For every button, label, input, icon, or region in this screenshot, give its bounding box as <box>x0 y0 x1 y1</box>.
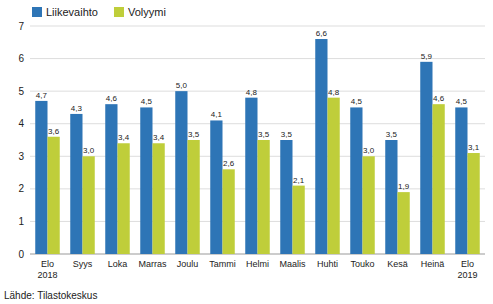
data-label: 2,1 <box>293 176 305 185</box>
bar <box>175 91 187 254</box>
grid <box>30 26 485 254</box>
bar <box>350 107 362 254</box>
data-label: 4,6 <box>106 94 118 103</box>
data-label: 3,5 <box>386 130 398 139</box>
data-label: 4,5 <box>141 97 153 106</box>
bar <box>35 101 47 254</box>
x-tick-label: Marras <box>138 259 167 269</box>
x-tick-label: Elo2019 <box>457 259 477 280</box>
x-tick-label: Tammi <box>209 259 236 269</box>
y-tick-label: 2 <box>18 183 24 194</box>
bar <box>153 143 165 254</box>
bar <box>328 98 340 254</box>
y-tick-label: 1 <box>18 216 24 227</box>
bar <box>83 156 95 254</box>
legend-swatch <box>114 7 124 17</box>
data-label: 4,8 <box>328 88 340 97</box>
data-label: 4,8 <box>246 88 258 97</box>
grid-line <box>30 58 485 59</box>
bar <box>315 39 327 254</box>
grid-line <box>30 26 485 27</box>
data-label: 4,6 <box>433 94 445 103</box>
x-ticks: Elo2018 Syys Loka Marras Joulu Tammi Helmi Maal… <box>37 259 477 280</box>
data-label: 5,0 <box>176 81 188 90</box>
data-label: 3,1 <box>468 143 480 152</box>
bar <box>188 140 200 254</box>
y-tick-label: 6 <box>18 53 24 64</box>
bar <box>468 153 480 254</box>
source-text: Lähde: Tilastokeskus <box>4 290 97 301</box>
bar <box>245 98 257 254</box>
data-label: 3,0 <box>363 146 375 155</box>
x-tick-label: Kesä <box>387 259 408 269</box>
data-label: 4,1 <box>211 110 223 119</box>
data-label: 4,5 <box>456 97 468 106</box>
data-labels: 4,7 4,3 4,6 4,5 5,0 4,1 4,8 3,5 6,6 4,5 3,5 5,9 4,5 3… <box>36 29 480 191</box>
bar <box>280 140 292 254</box>
bar <box>398 192 410 254</box>
data-label: 3,6 <box>48 127 60 136</box>
bar <box>140 107 152 254</box>
bar <box>385 140 397 254</box>
bar <box>258 140 270 254</box>
bar <box>363 156 375 254</box>
chart: 0 1 2 3 4 5 6 7 4,7 4,3 4,6 4,5 5,0 4,1 4,8 3,5 6,6 4,5 3,… <box>0 0 493 304</box>
data-label: 3,4 <box>153 133 165 142</box>
grid-line <box>30 91 485 92</box>
bar <box>223 169 235 254</box>
data-label: 2,6 <box>223 159 235 168</box>
y-tick-label: 3 <box>18 151 24 162</box>
y-tick-label: 0 <box>18 249 24 260</box>
bar <box>210 120 222 254</box>
x-tick-label: Touko <box>350 259 374 269</box>
bar <box>118 143 130 254</box>
bar <box>70 114 82 254</box>
data-label: 3,4 <box>118 133 130 142</box>
legend-label: Liikevaihto <box>46 6 98 18</box>
bar <box>105 104 117 254</box>
x-tick-label: Helmi <box>246 259 269 269</box>
x-tick-label: Heinä <box>421 259 445 269</box>
x-tick-label: Huhti <box>317 259 338 269</box>
legend-label: Volyymi <box>128 6 166 18</box>
legend-swatch <box>32 7 42 17</box>
y-tick-label: 4 <box>18 118 24 129</box>
y-ticks: 0 1 2 3 4 5 6 7 <box>18 21 24 260</box>
data-label: 4,5 <box>351 97 363 106</box>
data-label: 3,5 <box>188 130 200 139</box>
data-label: 6,6 <box>316 29 328 38</box>
legend: Liikevaihto Volyymi <box>32 6 166 18</box>
bar <box>48 137 60 254</box>
data-label: 4,7 <box>36 91 48 100</box>
data-label: 3,5 <box>258 130 270 139</box>
data-label: 4,3 <box>71 104 83 113</box>
data-label: 3,5 <box>281 130 293 139</box>
bar <box>455 107 467 254</box>
data-label: 3,0 <box>83 146 95 155</box>
chart-container: 0 1 2 3 4 5 6 7 4,7 4,3 4,6 4,5 5,0 4,1 4,8 3,5 6,6 4,5 3,… <box>0 0 493 304</box>
bar <box>293 186 305 254</box>
x-tick-label: Joulu <box>177 259 199 269</box>
x-tick-label: Elo2018 <box>37 259 57 280</box>
x-tick-label: Loka <box>108 259 128 269</box>
y-tick-label: 5 <box>18 86 24 97</box>
x-tick-label: Maalis <box>279 259 306 269</box>
data-label: 5,9 <box>421 52 433 61</box>
x-tick-label: Syys <box>73 259 93 269</box>
bar <box>433 104 445 254</box>
bar <box>420 62 432 254</box>
data-label: 1,9 <box>398 182 410 191</box>
y-tick-label: 7 <box>18 21 24 32</box>
bars <box>35 39 480 254</box>
